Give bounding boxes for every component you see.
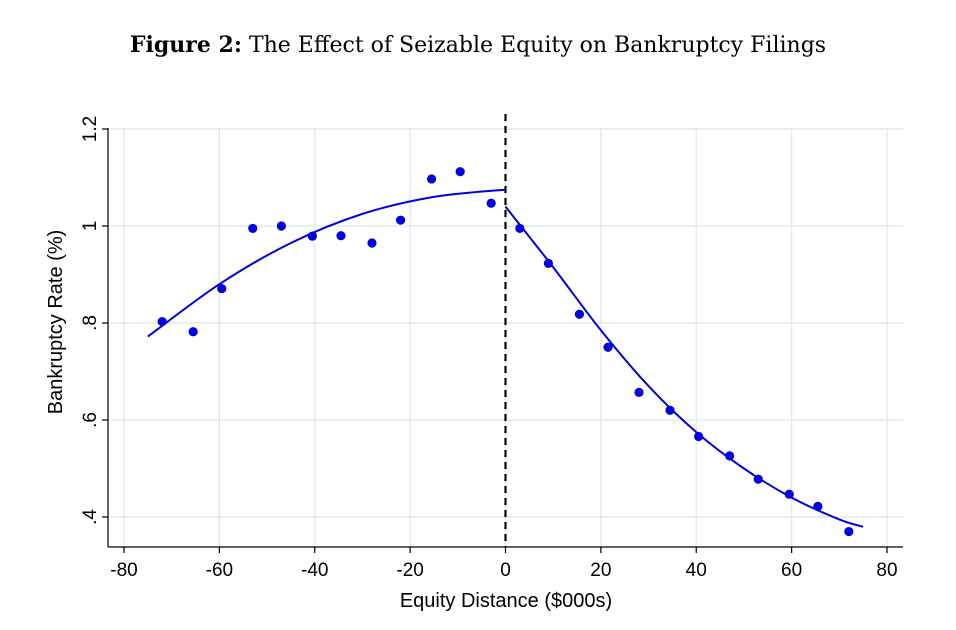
x-tick-label-3: -20 [396, 560, 423, 581]
data-point-3 [248, 223, 258, 234]
x-tick-label-0: -80 [110, 560, 137, 581]
data-point-21 [784, 489, 794, 499]
y-tick-label-1: .6 [80, 412, 101, 428]
data-point-19 [725, 451, 735, 461]
data-point-7 [367, 238, 377, 248]
data-point-9 [426, 174, 437, 184]
data-point-1 [188, 327, 198, 337]
tick-labels: -80 -60 -40 -20 0 20 40 60 80 .4 .6 .8 1 1.2 [80, 116, 898, 581]
data-point-8 [395, 215, 406, 225]
data-point-14 [574, 309, 585, 319]
data-point-18 [694, 431, 704, 442]
x-tick-label-2: -40 [301, 560, 328, 581]
data-point-10 [455, 167, 465, 177]
data-point-4 [276, 221, 286, 231]
x-tick-label-5: 20 [590, 560, 611, 581]
data-point-16 [634, 387, 644, 397]
axes [102, 128, 903, 553]
x-tick-label-4: 0 [500, 560, 511, 581]
data-point-6 [336, 231, 346, 241]
data-point-20 [753, 474, 763, 484]
y-tick-label-3: 1 [80, 221, 101, 232]
fit-line-right [504, 205, 864, 528]
data-point-0 [157, 316, 167, 327]
data-point-13 [543, 258, 554, 268]
x-tick-label-6: 40 [686, 560, 707, 581]
data-point-12 [515, 223, 525, 234]
data-point-5 [307, 231, 317, 241]
x-axis-label: Equity Distance ($000s) [400, 590, 612, 612]
data-point-22 [813, 501, 823, 511]
y-tick-label-4: 1.2 [80, 116, 101, 142]
chart-title: Figure 2: The Effect of Seizable Equity … [0, 32, 956, 58]
data-point-2 [217, 283, 227, 294]
data-point-15 [603, 342, 613, 352]
data-point-17 [665, 405, 675, 415]
y-tick-label-2: .8 [80, 315, 101, 331]
x-tick-label-1: -60 [206, 560, 233, 581]
fit-line-left [147, 188, 506, 338]
title-prefix: Figure 2: [129, 32, 242, 58]
y-axis-label: Bankruptcy Rate (%) [45, 230, 67, 415]
data-point-11 [486, 198, 496, 208]
title-text: The Effect of Seizable Equity on Bankrup… [248, 33, 827, 58]
data-points [157, 167, 854, 537]
x-tick-label-7: 60 [781, 560, 802, 581]
y-tick-label-0: .4 [80, 509, 101, 525]
x-tick-label-8: 80 [876, 560, 897, 581]
data-point-23 [844, 526, 854, 537]
